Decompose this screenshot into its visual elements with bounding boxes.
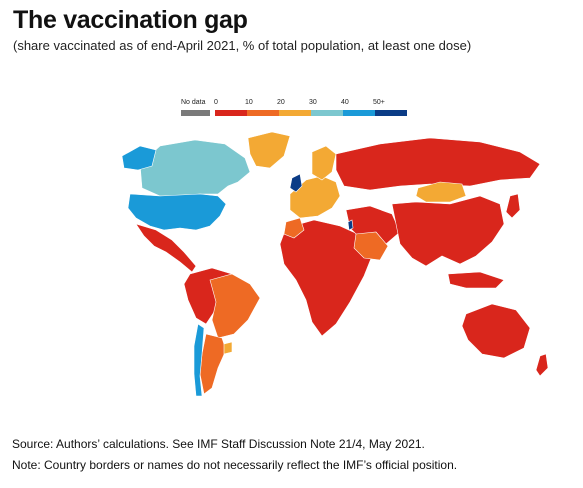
legend-labels: No data 0 10 20 30 40 50+ (181, 99, 407, 109)
disclaimer-note: Note: Country borders or names do not ne… (12, 458, 458, 472)
region-indonesia (447, 271, 505, 289)
region-morocco (283, 217, 305, 239)
chart-subtitle: (share vaccinated as of end-April 2021, … (13, 38, 472, 53)
region-mongolia (415, 181, 467, 203)
legend-label-50plus: 50+ (373, 99, 385, 106)
region-united-kingdom (289, 173, 303, 193)
region-argentina (199, 333, 227, 395)
region-alaska (121, 145, 157, 171)
legend-swatch-0 (215, 110, 247, 116)
region-united-states (127, 193, 227, 231)
region-israel (347, 219, 354, 231)
world-map-svg (121, 131, 549, 397)
chart-title: The vaccination gap (13, 6, 248, 34)
legend-swatch-20 (279, 110, 311, 116)
region-brazil (209, 273, 261, 339)
region-australia (461, 303, 531, 359)
region-europe (289, 175, 341, 219)
legend-swatch-40 (343, 110, 375, 116)
region-asia (391, 195, 505, 267)
legend-swatch-30 (311, 110, 343, 116)
region-scandinavia (311, 145, 337, 181)
legend-swatch-10 (247, 110, 279, 116)
legend-label-0: 0 (214, 99, 218, 106)
legend-label-30: 30 (309, 99, 317, 106)
legend-label-20: 20 (277, 99, 285, 106)
world-map (100, 124, 560, 414)
region-north-america (139, 139, 251, 197)
region-mexico-central-america (135, 223, 197, 273)
region-saudi-arabia (353, 231, 389, 261)
legend-label-40: 40 (341, 99, 349, 106)
legend-label-nodata: No data (181, 99, 206, 106)
legend: No data 0 10 20 30 40 50+ (181, 99, 407, 121)
region-new-zealand (535, 353, 549, 377)
region-africa (279, 219, 373, 337)
region-greenland (247, 131, 291, 169)
legend-swatch-50plus (375, 110, 407, 116)
region-chile (193, 323, 205, 397)
region-japan (505, 193, 521, 219)
source-note: Source: Authors’ calculations. See IMF S… (12, 437, 425, 451)
legend-label-10: 10 (245, 99, 253, 106)
region-russia (335, 137, 541, 191)
legend-swatch-nodata (181, 110, 210, 116)
region-uruguay (223, 341, 233, 355)
legend-color-bar (181, 110, 407, 116)
